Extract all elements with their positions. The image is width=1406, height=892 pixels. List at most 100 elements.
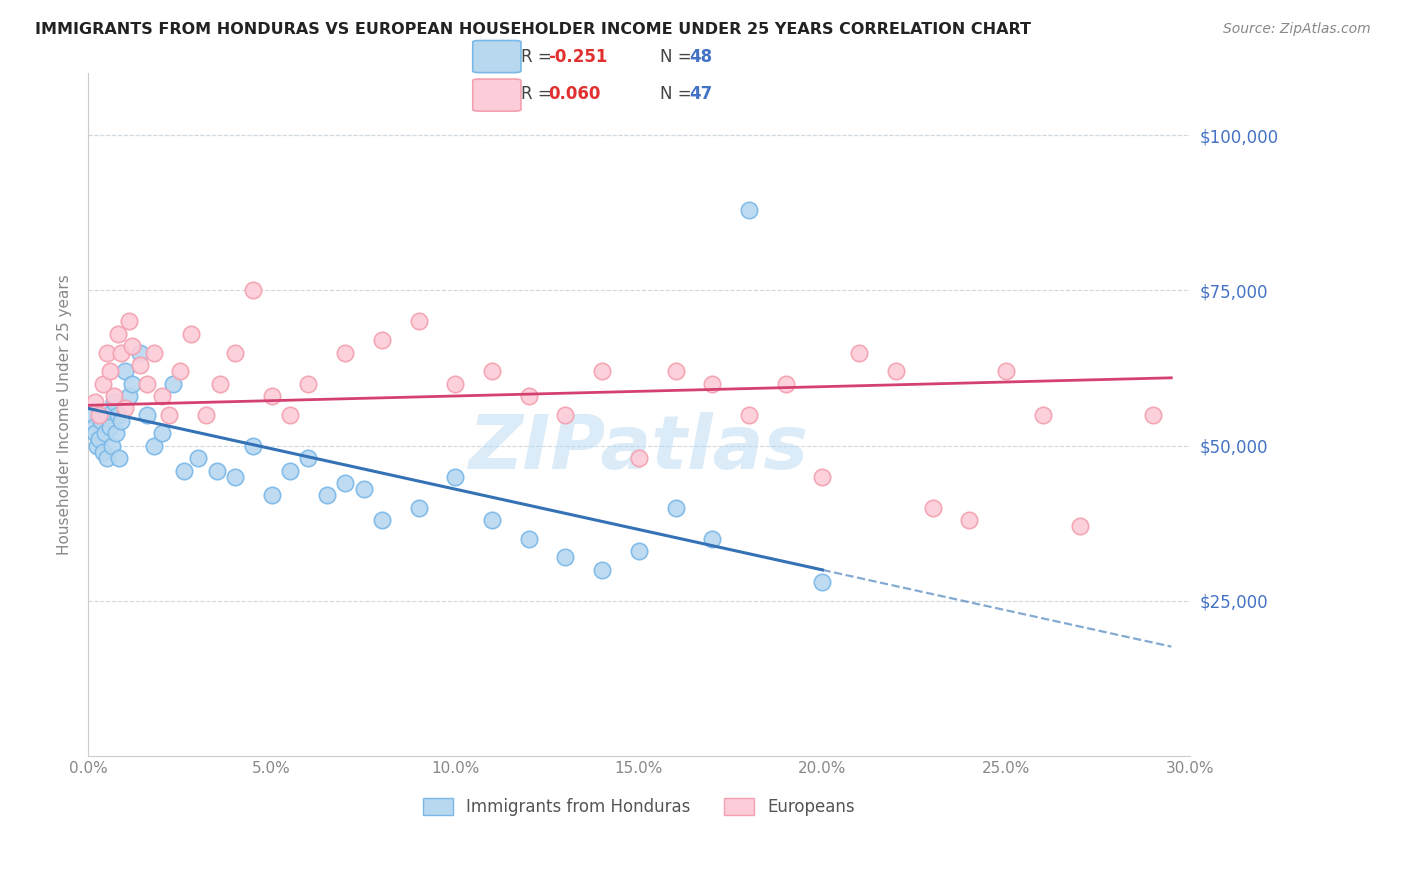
Point	[135, 408, 157, 422]
Point	[702, 532, 724, 546]
Point	[297, 376, 319, 391]
Point	[775, 376, 797, 391]
Point	[371, 513, 394, 527]
Point	[91, 376, 114, 391]
Text: -0.251: -0.251	[548, 47, 607, 65]
Point	[187, 451, 209, 466]
Point	[848, 345, 870, 359]
Point	[89, 408, 111, 422]
Point	[169, 364, 191, 378]
Point	[444, 469, 467, 483]
Point	[921, 500, 943, 515]
Point	[738, 202, 761, 217]
Point	[408, 500, 430, 515]
Point	[104, 426, 127, 441]
Point	[93, 426, 115, 441]
Point	[173, 463, 195, 477]
Point	[353, 482, 375, 496]
Point	[554, 408, 576, 422]
Point	[209, 376, 232, 391]
Point	[84, 395, 107, 409]
Point	[101, 439, 124, 453]
Point	[117, 314, 139, 328]
Point	[665, 364, 688, 378]
Point	[627, 544, 650, 558]
Point	[128, 358, 150, 372]
Text: N =: N =	[661, 86, 697, 103]
Point	[98, 364, 121, 378]
Point	[157, 408, 180, 422]
Point	[957, 513, 980, 527]
Text: R =: R =	[522, 47, 557, 65]
Point	[89, 433, 111, 447]
Point	[135, 376, 157, 391]
Point	[738, 408, 761, 422]
Point	[224, 345, 246, 359]
Point	[205, 463, 228, 477]
Point	[408, 314, 430, 328]
Point	[278, 463, 301, 477]
Point	[128, 345, 150, 359]
Point	[96, 451, 118, 466]
Text: 47: 47	[690, 86, 713, 103]
Point	[1032, 408, 1054, 422]
Point	[108, 451, 131, 466]
Point	[517, 532, 540, 546]
FancyBboxPatch shape	[472, 40, 522, 72]
Text: R =: R =	[522, 86, 557, 103]
Point	[260, 389, 283, 403]
Point	[162, 376, 184, 391]
Point	[335, 345, 357, 359]
Point	[481, 513, 503, 527]
Point	[297, 451, 319, 466]
Legend: Immigrants from Honduras, Europeans: Immigrants from Honduras, Europeans	[416, 791, 862, 823]
Point	[150, 426, 173, 441]
Point	[194, 408, 217, 422]
Point	[143, 439, 166, 453]
Point	[591, 563, 613, 577]
Point	[811, 575, 834, 590]
Text: Source: ZipAtlas.com: Source: ZipAtlas.com	[1223, 22, 1371, 37]
Point	[103, 395, 125, 409]
Point	[884, 364, 907, 378]
Text: 0.060: 0.060	[548, 86, 600, 103]
Point	[335, 475, 357, 490]
Point	[96, 345, 118, 359]
Point	[811, 469, 834, 483]
Point	[242, 284, 264, 298]
Point	[702, 376, 724, 391]
Point	[103, 389, 125, 403]
Y-axis label: Householder Income Under 25 years: Householder Income Under 25 years	[58, 274, 72, 555]
Point	[114, 401, 136, 416]
Point	[665, 500, 688, 515]
Point	[1142, 408, 1164, 422]
Point	[591, 364, 613, 378]
Point	[121, 376, 143, 391]
Point	[121, 339, 143, 353]
Text: IMMIGRANTS FROM HONDURAS VS EUROPEAN HOUSEHOLDER INCOME UNDER 25 YEARS CORRELATI: IMMIGRANTS FROM HONDURAS VS EUROPEAN HOU…	[35, 22, 1031, 37]
Point	[260, 488, 283, 502]
Point	[143, 345, 166, 359]
Text: 48: 48	[690, 47, 713, 65]
Text: ZIPatlas: ZIPatlas	[470, 412, 808, 485]
Point	[315, 488, 337, 502]
Point	[117, 389, 139, 403]
Point	[110, 414, 132, 428]
Point	[84, 426, 107, 441]
Point	[224, 469, 246, 483]
Point	[371, 333, 394, 347]
Point	[1069, 519, 1091, 533]
Point	[97, 408, 120, 422]
Point	[107, 408, 129, 422]
Text: N =: N =	[661, 47, 697, 65]
Point	[517, 389, 540, 403]
Point	[278, 408, 301, 422]
Point	[554, 550, 576, 565]
Point	[90, 414, 112, 428]
Point	[242, 439, 264, 453]
FancyBboxPatch shape	[472, 79, 522, 112]
Point	[107, 326, 129, 341]
Point	[995, 364, 1018, 378]
Point	[180, 326, 202, 341]
Point	[110, 345, 132, 359]
